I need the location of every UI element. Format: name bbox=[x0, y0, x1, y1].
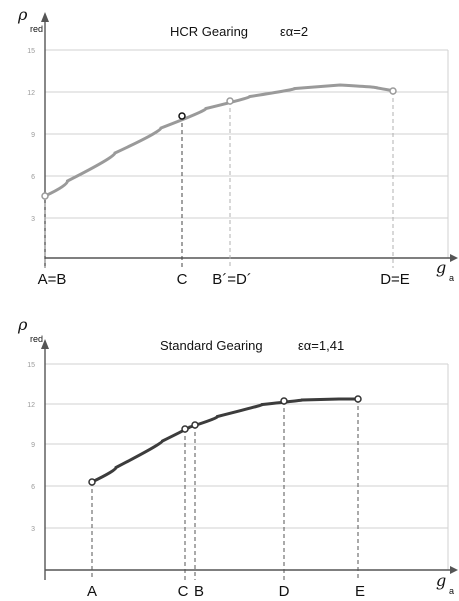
chart-hcr-gearing: ρ red HCR Gearing εα=2 g a 15 12 9 6 3 A=B C B´… bbox=[17, 5, 458, 288]
point-label: C bbox=[177, 271, 188, 288]
chart1-x-symbol: g bbox=[436, 258, 446, 277]
y-tick-label: 6 bbox=[31, 174, 35, 181]
point-label: A=B bbox=[38, 271, 67, 288]
y-tick-label: 9 bbox=[31, 442, 35, 449]
data-point bbox=[178, 112, 186, 120]
point-label: B´=D´ bbox=[212, 271, 252, 288]
y-tick-label: 12 bbox=[27, 402, 35, 409]
y-tick-label: 6 bbox=[31, 484, 35, 491]
point-label: B bbox=[194, 583, 204, 600]
y-tick-label: 3 bbox=[31, 216, 35, 223]
chart2-y-symbol: ρ bbox=[17, 315, 28, 334]
point-label: E bbox=[355, 583, 365, 600]
data-point bbox=[88, 478, 96, 486]
chart1-y-symbol: ρ bbox=[17, 5, 28, 24]
chart-standard-gearing: ρ red Standard Gearing εα=1,41 g a 15 12 9… bbox=[17, 315, 458, 600]
data-point bbox=[354, 395, 362, 403]
chart2-title-symbol: εα=1,41 bbox=[298, 338, 344, 353]
data-point bbox=[280, 397, 288, 405]
y-axis-arrow bbox=[41, 339, 49, 349]
y-axis-arrow bbox=[41, 12, 49, 22]
chart1-y-subscript: red bbox=[30, 24, 43, 34]
y-tick-label: 15 bbox=[27, 362, 35, 369]
chart2-x-subscript: a bbox=[449, 586, 454, 596]
y-tick-label: 3 bbox=[31, 526, 35, 533]
point-label: D=E bbox=[380, 271, 410, 288]
point-label: C bbox=[178, 583, 189, 600]
point-label: D bbox=[279, 583, 290, 600]
chart2-title: Standard Gearing bbox=[160, 338, 263, 353]
chart2-y-subscript: red bbox=[30, 334, 43, 344]
chart1-title-symbol: εα=2 bbox=[280, 24, 308, 39]
y-tick-label: 12 bbox=[27, 90, 35, 97]
data-point bbox=[389, 87, 397, 95]
y-tick-label: 15 bbox=[27, 48, 35, 55]
chart1-x-subscript: a bbox=[449, 273, 454, 283]
data-point bbox=[41, 192, 49, 200]
chart1-title: HCR Gearing bbox=[170, 24, 248, 39]
point-label: A bbox=[87, 583, 97, 600]
data-point bbox=[181, 425, 189, 433]
data-point bbox=[191, 421, 199, 429]
y-tick-label: 9 bbox=[31, 132, 35, 139]
x-axis-arrow bbox=[450, 254, 458, 262]
chart2-x-symbol: g bbox=[436, 571, 446, 590]
series-line bbox=[90, 397, 360, 484]
x-axis-arrow bbox=[450, 566, 458, 574]
series-line bbox=[43, 83, 397, 198]
data-point bbox=[226, 97, 234, 105]
